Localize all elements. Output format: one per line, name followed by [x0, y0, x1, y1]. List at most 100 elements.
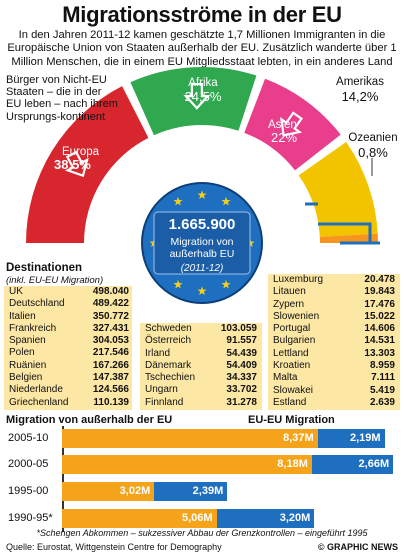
table-2-bg [140, 323, 262, 410]
country-value: 20.478 [364, 274, 395, 285]
destinations-table-1: UK 498.040 Deutschland 489.422 Italien 350.77… [6, 286, 132, 409]
bar-segment-non-eu [62, 509, 217, 528]
bar-category-label: 2000-05 [8, 458, 49, 470]
page-title: Migrationsströme in der EU [62, 2, 342, 27]
table-row: Finnland 31.278 [142, 397, 260, 409]
bar-segment-non-eu [62, 429, 318, 448]
table-row: Schweden 103.059 [142, 323, 260, 335]
eu-star-icon: ★ [221, 278, 232, 292]
segment-divider [237, 74, 262, 134]
country-name: Italien [9, 310, 36, 322]
table-row: Portugal 14.606 [270, 323, 398, 335]
segment-asien [244, 78, 341, 171]
country-value: 498.040 [92, 286, 129, 297]
bar-value-label: 3,02M [119, 485, 151, 497]
eu-arrow-1 [318, 222, 372, 243]
country-name: Irland [145, 347, 171, 359]
country-name: Polen [9, 347, 35, 359]
table-row: Belgien 147.387 [6, 372, 132, 384]
arrow-europa-icon [64, 150, 89, 178]
bar-segment-eu-eu [317, 429, 385, 448]
table-row: Griechenland 110.139 [6, 397, 132, 409]
bar-category-label: 2005-10 [8, 432, 49, 444]
bar-value-label: 3,20M [279, 512, 311, 524]
table-row: Slowakei 5.419 [270, 385, 398, 397]
eu-star-icon: ★ [197, 188, 208, 202]
intro-text: In den Jahren 2011-12 kamen geschätzte 1… [7, 29, 397, 81]
country-name: Tschechien [145, 372, 196, 384]
label-ozeanien-share: 0,8% [358, 145, 388, 160]
country-value: 34.337 [226, 372, 257, 384]
country-name: Estland [273, 396, 307, 408]
country-value: 124.566 [92, 384, 129, 396]
non-eu-citizens-label: Bürger von Nicht-EU Staaten – die in der… [6, 74, 118, 123]
country-value: 2.639 [369, 396, 395, 408]
country-value: 31.278 [226, 396, 257, 408]
table-1-bg [4, 286, 132, 410]
country-name: Litauen [273, 286, 306, 298]
center-box [153, 211, 251, 275]
country-name: Schweden [145, 323, 192, 334]
country-name: Slowenien [273, 310, 320, 322]
label-afrika-name: Afrika [188, 77, 218, 89]
table-row: UK 498.040 [6, 286, 132, 298]
table-row: Italien 350.772 [6, 311, 132, 323]
table-3-bg [268, 274, 400, 410]
country-value: 54.439 [226, 347, 257, 359]
bar-value-label: 2,19M [349, 432, 381, 444]
center-total: 1.665.900 [168, 216, 236, 233]
country-value: 91.557 [226, 335, 257, 347]
table-row: Malta 7.111 [270, 372, 398, 384]
country-name: Lettland [273, 347, 309, 359]
table-row: Bulgarien 14.531 [270, 335, 398, 347]
bar-segment-eu-eu [311, 455, 394, 474]
table-row: Frankreich 327.431 [6, 323, 132, 335]
bar-category-label: 1990-95* [8, 512, 53, 524]
table-row: Litauen 19.843 [270, 286, 398, 298]
destinations-table-2: Schweden 103.059 Österreich 91.557 Irland 54.… [142, 323, 260, 409]
country-value: 15.022 [364, 310, 395, 322]
bar-value-label: 8,18M [277, 458, 308, 470]
country-name: Zypern [273, 298, 305, 310]
country-name: Niederlande [9, 384, 63, 396]
segment-europa [26, 86, 149, 243]
table-row: Slowenien 15.022 [270, 311, 398, 323]
country-name: Spanien [9, 335, 46, 347]
country-name: Kroatien [273, 360, 311, 372]
label-afrika-share: 24,5% [184, 89, 222, 104]
destinations-table-3: Luxemburg 20.478 Litauen 19.843 Zypern 17.476… [270, 274, 398, 409]
eu-star-icon: ★ [173, 194, 184, 208]
country-value: 350.772 [92, 310, 129, 322]
table-row: Österreich 91.557 [142, 335, 260, 347]
legend-non-eu: Migration von außerhalb der EU [6, 414, 173, 426]
country-value: 217.546 [92, 347, 129, 359]
country-value: 147.387 [92, 372, 129, 384]
table-row: Dänemark 54.409 [142, 360, 260, 372]
country-value: 8.959 [369, 360, 395, 372]
country-name: UK [9, 286, 23, 297]
table-row: Kroatien 8.959 [270, 360, 398, 372]
country-name: Malta [273, 372, 298, 384]
table-row: Tschechien 34.337 [142, 372, 260, 384]
country-value: 5.419 [369, 384, 395, 396]
bar-value-label: 2,39M [192, 485, 224, 497]
bar-axis [62, 426, 64, 532]
footnote: *Schengen Abkommen – sukzessiver Abbau d… [36, 528, 368, 538]
country-name: Finnland [145, 396, 184, 408]
segment-amerikas [298, 142, 378, 237]
destinations-title: Destinationen [6, 262, 83, 274]
country-name: Slowakei [273, 384, 314, 396]
bar-segment-non-eu [62, 482, 155, 501]
country-value: 17.476 [364, 298, 395, 310]
table-row: Spanien 304.053 [6, 335, 132, 347]
label-amerikas-name: Amerikas [336, 76, 384, 88]
label-europa-share: 38,5% [54, 157, 91, 172]
bar-segment-eu-eu [154, 482, 228, 501]
bar-value-label: 5,06M [181, 512, 213, 524]
credit: © GRAPHIC NEWS [317, 542, 398, 552]
arrow-afrika-icon [183, 82, 211, 110]
country-name: Dänemark [145, 359, 192, 371]
country-name: Österreich [145, 335, 192, 347]
center-years: (2011-12) [180, 263, 224, 274]
